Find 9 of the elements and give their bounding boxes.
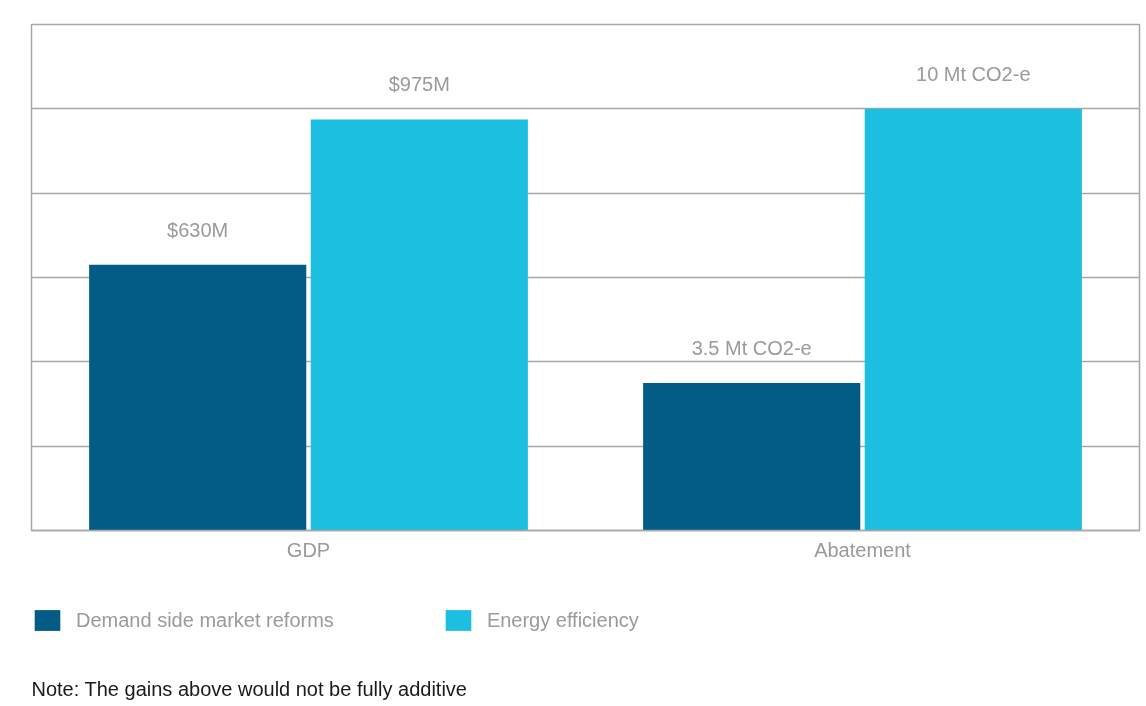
data-label: $975M bbox=[388, 73, 450, 96]
data-label: 10 Mt CO2-e bbox=[916, 62, 1031, 85]
x-tick-label: Abatement bbox=[814, 538, 912, 561]
legend-label: Demand side market reforms bbox=[76, 608, 334, 632]
data-label: $630M bbox=[167, 218, 229, 241]
x-tick-label: GDP bbox=[286, 538, 331, 561]
legend-label: Energy efficiency bbox=[486, 608, 639, 632]
data-label: 3.5 Mt CO2-e bbox=[691, 336, 812, 359]
text: Note: The gains above would not be fully additive bbox=[31, 677, 467, 700]
